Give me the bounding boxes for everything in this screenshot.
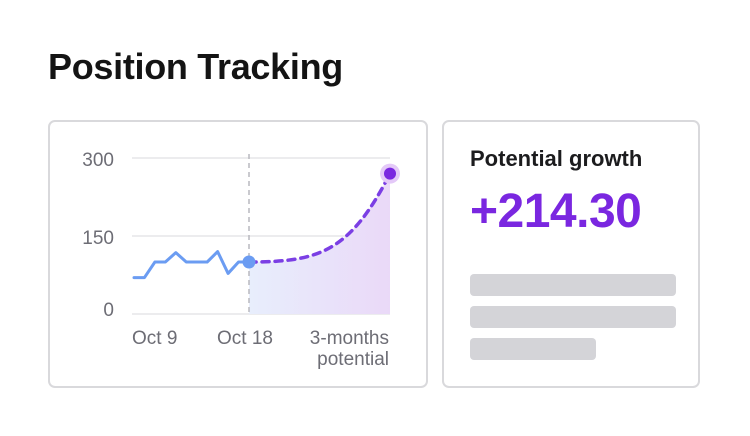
page-title: Position Tracking bbox=[48, 46, 343, 87]
y-tick-0: 0 bbox=[103, 300, 114, 321]
loading-placeholder-line bbox=[470, 306, 676, 328]
potential-growth-label: Potential growth bbox=[470, 146, 643, 171]
potential-growth-value: +214.30 bbox=[470, 185, 642, 238]
x-tick-oct9: Oct 9 bbox=[132, 328, 177, 349]
position-chart: 300 150 0 Oct 9 Oct 18 3-months potentia… bbox=[82, 150, 400, 370]
today-point[interactable] bbox=[242, 255, 256, 269]
projection-line bbox=[247, 171, 392, 264]
history-line bbox=[132, 250, 251, 280]
x-tick-potential: potential bbox=[317, 349, 389, 370]
potential-point[interactable] bbox=[384, 167, 396, 180]
potential-area bbox=[249, 173, 390, 314]
y-tick-300: 300 bbox=[82, 150, 114, 171]
y-tick-150: 150 bbox=[82, 228, 114, 249]
loading-placeholder-line bbox=[470, 274, 676, 296]
x-tick-oct18: Oct 18 bbox=[217, 328, 273, 349]
loading-placeholder-line bbox=[470, 338, 596, 360]
x-tick-3-months: 3-months bbox=[310, 328, 389, 349]
potential-growth-card: Potential growth +214.30 bbox=[442, 120, 700, 388]
position-chart-card: 300 150 0 Oct 9 Oct 18 3-months potentia… bbox=[48, 120, 428, 388]
